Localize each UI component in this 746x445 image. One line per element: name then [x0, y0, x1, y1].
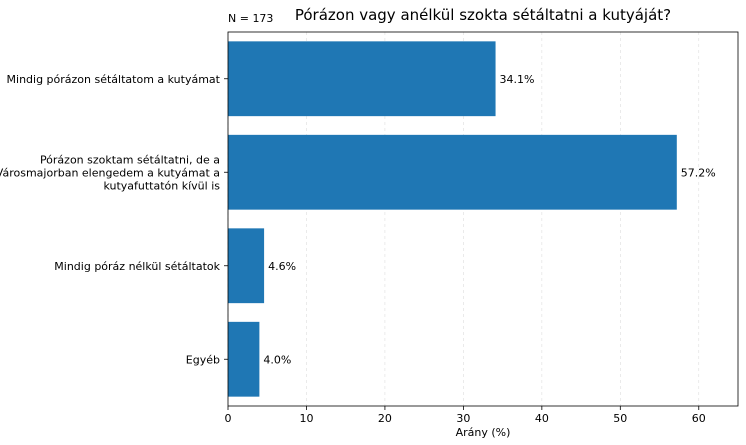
value-label: 57.2% — [681, 166, 716, 179]
x-tick-label: 60 — [692, 412, 706, 425]
value-label: 4.6% — [268, 260, 296, 273]
y-tick-label: Pórázon szoktam sétáltatni, de a — [40, 153, 220, 166]
value-label: 34.1% — [500, 73, 535, 86]
bar — [228, 321, 260, 397]
y-tick-label: Egyéb — [186, 353, 220, 366]
y-tick-label: Mindig pórázon sétáltatom a kutyámat — [7, 73, 221, 86]
chart-title: Pórázon vagy anélkül szokta sétáltatni a… — [295, 6, 671, 24]
x-axis-tick-labels: 0 10 20 30 40 50 60 — [225, 406, 706, 425]
x-tick-label: 30 — [456, 412, 470, 425]
bar — [228, 41, 496, 117]
x-tick-label: 40 — [535, 412, 549, 425]
y-axis-tick-labels: Mindig pórázon sétáltatom a kutyámat Pórá… — [0, 73, 228, 366]
bars — [228, 41, 677, 397]
x-tick-label: 0 — [225, 412, 232, 425]
x-tick-label: 10 — [299, 412, 313, 425]
y-tick-label: Mindig póráz nélkül sétáltatok — [54, 260, 220, 273]
value-label: 4.0% — [263, 353, 291, 366]
x-axis-label: Arány (%) — [456, 426, 511, 439]
x-tick-label: 50 — [613, 412, 627, 425]
bar — [228, 228, 265, 304]
sample-size-note: N = 173 — [228, 12, 273, 25]
value-labels: 34.1% 57.2% 4.6% 4.0% — [263, 73, 715, 367]
plot-frame — [227, 31, 739, 407]
x-tick-label: 20 — [378, 412, 392, 425]
y-tick-label: kutyafuttatón kívül is — [103, 179, 220, 192]
y-tick-label: Városmajorban elengedem a kutyámat a — [0, 166, 220, 179]
bar — [228, 134, 677, 210]
